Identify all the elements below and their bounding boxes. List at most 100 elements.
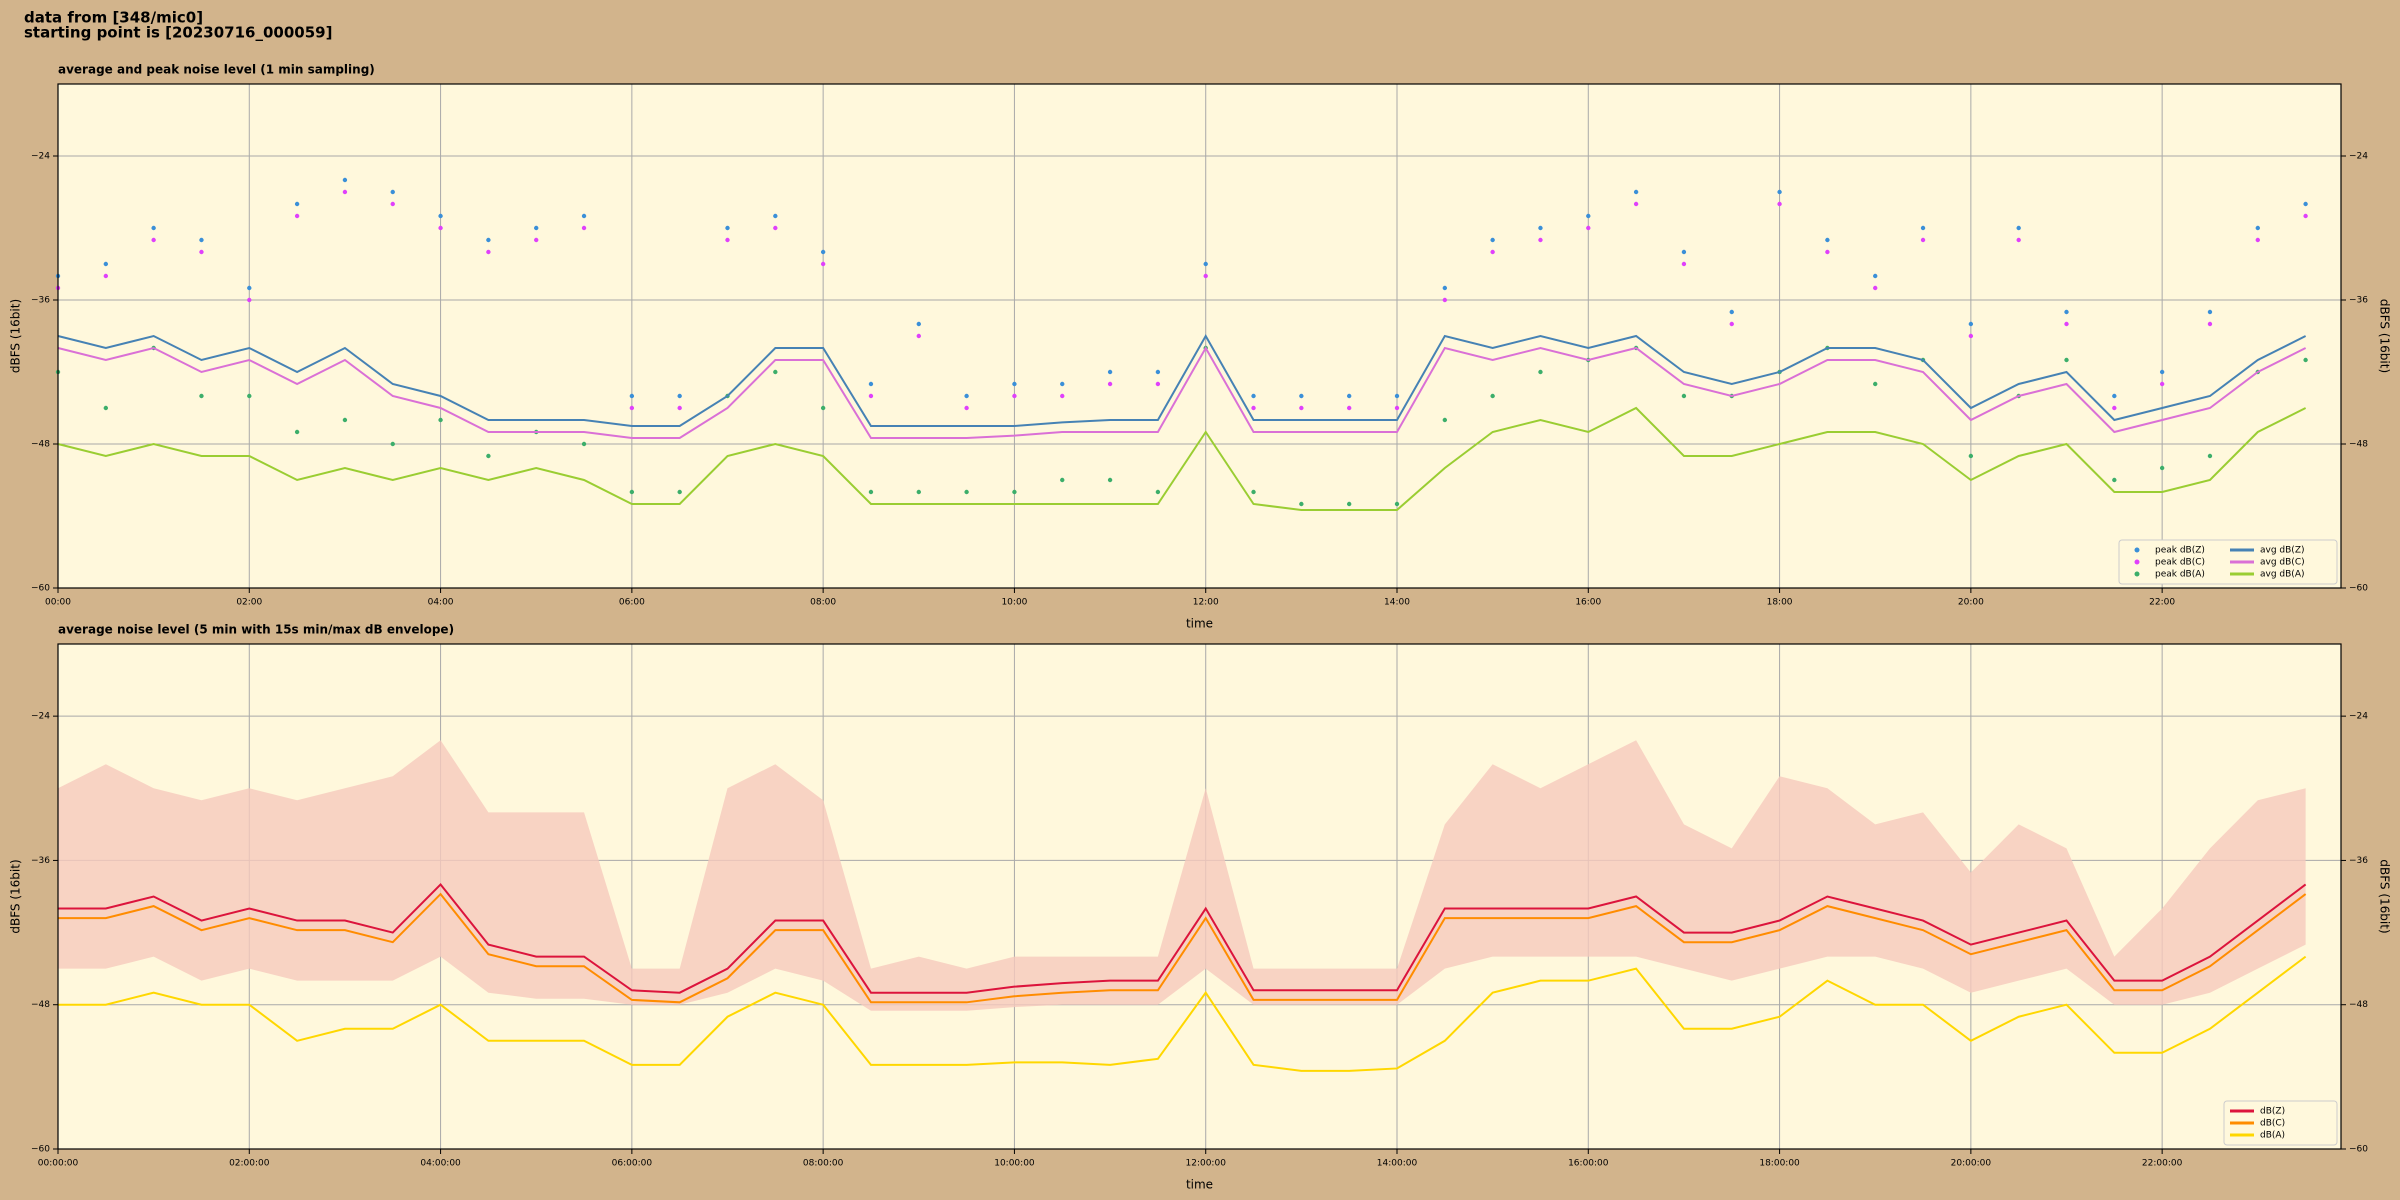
legend-label: dB(A) (2260, 1131, 2285, 1141)
peak-dot (2064, 309, 2069, 315)
peak-dot (294, 201, 300, 207)
peak-dot (629, 405, 635, 411)
peak-dot (2255, 225, 2260, 231)
peak-dot (964, 393, 969, 399)
peak-dot (1873, 273, 1878, 279)
peak-dot (725, 237, 730, 243)
peak-dot (2016, 225, 2021, 231)
x-tick-label: 10:00 (1001, 598, 1027, 608)
legend-marker (2134, 547, 2140, 553)
peak-dot (1251, 489, 1256, 495)
peak-dot (1155, 489, 1161, 495)
peak-dot (1633, 201, 1639, 207)
peak-dot (1060, 477, 1065, 483)
peak-dot (247, 393, 252, 399)
peak-dot (1968, 321, 1974, 327)
peak-dot (1442, 417, 1448, 423)
peak-dot (1681, 261, 1687, 267)
peak-dot (1060, 381, 1065, 387)
peak-dot (677, 489, 682, 495)
peak-dot (2064, 321, 2069, 327)
y-axis-label: dBFS (16bit) (2378, 299, 2392, 373)
chart-title: average noise level (5 min with 15s min/… (58, 623, 454, 637)
peak-dot (438, 417, 443, 423)
peak-dot (773, 213, 778, 219)
peak-dot (2159, 369, 2165, 375)
y-tick-label: −48 (2349, 440, 2368, 450)
legend-label: avg dB(Z) (2260, 546, 2305, 556)
plot-area (58, 84, 2341, 588)
legend-label: avg dB(A) (2260, 570, 2304, 580)
peak-dot (1012, 381, 1017, 387)
peak-dot (629, 393, 635, 399)
y-tick-label: −24 (2349, 712, 2368, 722)
peak-dot (199, 249, 204, 255)
peak-dot (820, 405, 826, 411)
peak-dot (486, 453, 491, 459)
peak-dot (725, 225, 730, 231)
x-tick-label: 04:00 (428, 598, 454, 608)
y-tick-label: −48 (31, 1000, 50, 1010)
x-tick-label: 00:00 (45, 598, 71, 608)
y-tick-label: −36 (2349, 296, 2368, 306)
peak-dot (1586, 225, 1591, 231)
peak-dot (390, 441, 395, 447)
x-tick-label: 00:00:00 (38, 1159, 79, 1169)
header-line: data from [348/mic0] (24, 9, 203, 27)
peak-dot (294, 213, 300, 219)
y-tick-label: −24 (31, 712, 50, 722)
peak-dot (581, 441, 587, 447)
peak-dot (581, 225, 587, 231)
series-line (58, 882, 2307, 994)
envelope (58, 740, 2306, 1011)
x-tick-label: 02:00:00 (229, 1159, 270, 1169)
x-tick-label: 04:00:00 (420, 1159, 461, 1169)
x-tick-label: 06:00:00 (612, 1159, 653, 1169)
x-tick-label: 20:00 (1958, 598, 1984, 608)
peak-dot (773, 369, 778, 375)
peak-dot (916, 489, 921, 495)
peak-dot (677, 405, 682, 411)
peak-dot (629, 489, 635, 495)
peak-dot (820, 261, 826, 267)
peak-dot (1012, 489, 1017, 495)
peak-dot (868, 393, 874, 399)
peak-dot (2207, 453, 2213, 459)
peak-dot (1538, 225, 1543, 231)
peak-dot (1681, 249, 1687, 255)
y-tick-label: −60 (31, 1145, 50, 1155)
chart-title: average and peak noise level (1 min samp… (58, 63, 375, 77)
peak-dot (486, 237, 491, 243)
peak-dot (820, 249, 826, 255)
peak-dot (342, 177, 348, 183)
x-tick-label: 14:00 (1384, 598, 1410, 608)
y-tick-label: −60 (31, 584, 50, 594)
peak-dot (1825, 249, 1830, 255)
peak-dot (390, 201, 395, 207)
peak-dot (1203, 273, 1208, 279)
peak-dot (2159, 381, 2165, 387)
peak-dot (103, 273, 109, 279)
peak-dot (2207, 309, 2213, 315)
x-tick-label: 10:00:00 (994, 1159, 1035, 1169)
y-tick-label: −36 (2349, 856, 2368, 866)
x-tick-label: 06:00 (619, 598, 645, 608)
y-tick-label: −24 (31, 152, 50, 162)
peak-dot (1968, 333, 1974, 339)
peak-dot (1107, 369, 1113, 375)
peak-dot (1299, 405, 1304, 411)
peak-dot (868, 489, 874, 495)
peak-dot (1299, 393, 1304, 399)
y-tick-label: −36 (31, 296, 50, 306)
x-tick-label: 22:00 (2149, 598, 2175, 608)
peak-dot (103, 261, 109, 267)
peak-dot (151, 225, 156, 231)
peak-dot (1251, 405, 1256, 411)
peak-dot (1394, 393, 1400, 399)
peak-dot (247, 285, 252, 291)
peak-dot (342, 189, 348, 195)
series-line (58, 955, 2307, 1072)
x-tick-label: 12:00 (1193, 598, 1219, 608)
y-tick-label: −60 (2349, 1145, 2368, 1155)
peak-dot (1203, 261, 1208, 267)
